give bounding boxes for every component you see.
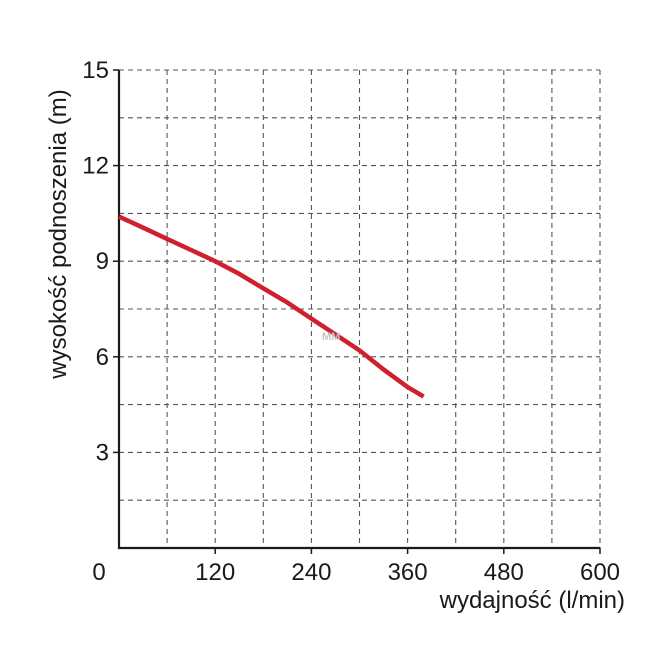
x-tick-label: 480 [484,559,524,586]
x-tick-label: 600 [580,559,620,586]
x-tick-label: 240 [291,559,331,586]
x-tick-label: 360 [388,559,428,586]
watermark: MM [322,331,340,343]
x-tick-labels: 0 120 240 360 480 600 [92,548,620,586]
y-tick-label: 3 [96,439,109,466]
series-group [118,214,425,399]
y-tick-labels: 3 6 9 12 15 [82,57,119,466]
y-axis-title: wysokość podnoszenia (m) [45,89,72,379]
grid [119,69,601,548]
x-tick-label: 0 [92,559,105,586]
y-tick-label: 9 [96,248,109,275]
x-tick-label: 120 [195,559,235,586]
y-tick-label: 12 [82,153,109,180]
axes [117,70,600,550]
y-tick-label: 6 [96,344,109,371]
y-tick-label: 15 [82,57,109,84]
series-line [118,214,425,399]
x-axis-title: wydajność (l/min) [439,587,625,614]
